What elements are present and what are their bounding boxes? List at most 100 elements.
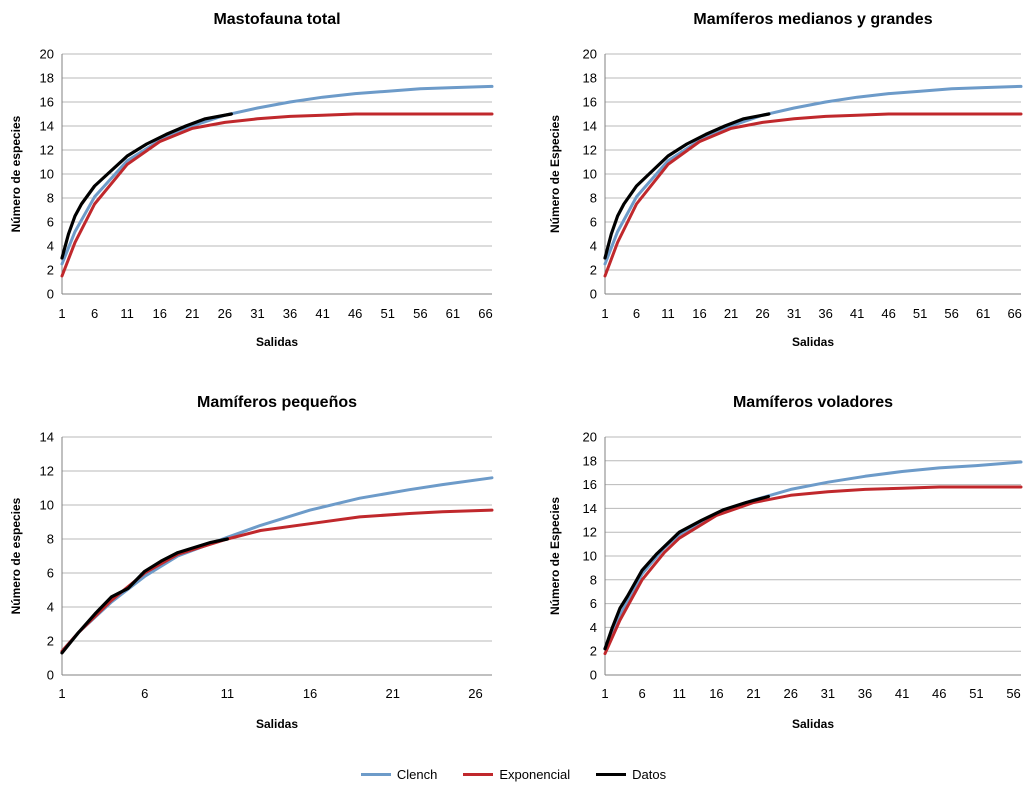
x-tick-label: 1 xyxy=(58,306,65,321)
x-axis-title: Salidas xyxy=(256,717,298,731)
x-tick-label: 11 xyxy=(120,306,134,321)
y-tick-label: 0 xyxy=(590,287,597,302)
x-tick-label: 21 xyxy=(746,686,760,701)
x-axis-title: Salidas xyxy=(792,717,834,731)
legend-swatch-datos xyxy=(596,772,627,776)
series-line-datos xyxy=(603,112,771,260)
series-line-exponencial xyxy=(60,112,494,278)
x-tick-label: 31 xyxy=(787,306,801,321)
series-line-clench xyxy=(603,460,1023,651)
chart-title-mamiferos-pequenos: Mamíferos pequeños xyxy=(197,394,357,411)
x-tick-label: 41 xyxy=(850,306,864,321)
series-line-datos xyxy=(60,537,229,655)
series-line-exponencial xyxy=(603,112,1023,278)
y-tick-label: 2 xyxy=(590,644,597,659)
x-tick-label: 66 xyxy=(478,306,492,321)
chart-title-mamiferos-medianos-y-grandes: Mamíferos medianos y grandes xyxy=(693,11,932,28)
y-tick-label: 2 xyxy=(590,263,597,278)
y-tick-label: 8 xyxy=(590,572,597,587)
x-tick-label: 6 xyxy=(639,686,646,701)
y-tick-label: 8 xyxy=(47,191,54,206)
x-tick-label: 16 xyxy=(709,686,723,701)
x-axis-title: Salidas xyxy=(792,335,834,349)
x-tick-label: 31 xyxy=(250,306,264,321)
chart-panel-mamiferos-pequenos: Mamíferos pequeños 0 2 4 6 8 10 12 14 1 6 11 16 21 26 S… xyxy=(0,383,513,748)
y-tick-label: 12 xyxy=(583,143,597,158)
x-tick-label: 36 xyxy=(283,306,297,321)
chart-title-mastofauna-total: Mastofauna total xyxy=(213,11,340,28)
legend-item-datos: Datos xyxy=(596,767,666,782)
legend-item-clench: Clench xyxy=(360,766,438,782)
y-tick-label: 0 xyxy=(47,668,54,683)
x-tick-label: 11 xyxy=(661,306,675,321)
x-tick-label: 1 xyxy=(601,306,608,321)
x-tick-label: 16 xyxy=(152,306,166,321)
x-tick-label: 16 xyxy=(692,306,706,321)
y-tick-label: 6 xyxy=(47,566,54,581)
x-tick-label: 26 xyxy=(468,686,482,701)
y-axis-title: Número de Especies xyxy=(548,497,562,615)
x-tick-label: 6 xyxy=(91,306,98,321)
y-tick-label: 4 xyxy=(590,620,597,635)
y-tick-label: 10 xyxy=(583,549,597,564)
y-tick-label: 4 xyxy=(590,239,597,254)
y-tick-label: 18 xyxy=(583,71,597,86)
x-tick-label: 61 xyxy=(976,306,990,321)
x-tick-label: 21 xyxy=(185,306,199,321)
x-tick-label: 51 xyxy=(969,686,983,701)
series-line-clench xyxy=(60,84,494,266)
legend-label-exponencial: Exponencial xyxy=(499,766,571,782)
x-tick-label: 26 xyxy=(755,306,769,321)
legend-swatch-exponencial xyxy=(463,772,494,776)
y-tick-label: 14 xyxy=(583,119,597,134)
x-tick-label: 56 xyxy=(413,306,427,321)
x-tick-label: 51 xyxy=(381,306,395,321)
y-tick-label: 16 xyxy=(583,95,597,110)
y-axis-title: Número de especies xyxy=(9,497,23,614)
chart-panel-mastofauna-total: Mastofauna total 0 2 4 6 8 10 12 14 16 18 20 1 6 11 16 2… xyxy=(0,0,513,370)
x-tick-label: 11 xyxy=(673,686,687,701)
series-line-exponencial xyxy=(60,508,494,653)
x-tick-label: 11 xyxy=(221,686,235,701)
y-tick-label: 6 xyxy=(590,596,597,611)
y-tick-label: 2 xyxy=(47,634,54,649)
series-line-exponencial xyxy=(603,485,1023,656)
y-tick-label: 0 xyxy=(47,287,54,302)
y-tick-label: 14 xyxy=(583,501,597,516)
y-tick-label: 4 xyxy=(47,600,54,615)
y-tick-label: 4 xyxy=(47,239,54,254)
y-tick-label: 12 xyxy=(583,525,597,540)
x-tick-label: 41 xyxy=(315,306,329,321)
x-tick-label: 26 xyxy=(218,306,232,321)
x-tick-label: 31 xyxy=(821,686,835,701)
y-tick-label: 0 xyxy=(590,668,597,683)
legend-label-datos: Datos xyxy=(632,766,667,782)
chart-panel-mamiferos-medianos-grandes: Mamíferos medianos y grandes 0 2 4 6 8 10 12 14 1… xyxy=(513,0,1027,370)
x-tick-label: 6 xyxy=(633,306,640,321)
series-line-datos xyxy=(60,112,233,260)
legend-label-clench: Clench xyxy=(396,766,438,782)
x-tick-label: 26 xyxy=(783,686,797,701)
y-tick-label: 14 xyxy=(40,119,54,134)
x-tick-label: 1 xyxy=(58,686,65,701)
y-tick-label: 20 xyxy=(583,47,597,62)
x-tick-label: 46 xyxy=(881,306,895,321)
series-line-clench xyxy=(60,476,494,653)
y-tick-label: 12 xyxy=(40,143,54,158)
y-axis-title: Número de especies xyxy=(9,115,23,232)
x-tick-label: 66 xyxy=(1007,306,1021,321)
y-tick-label: 8 xyxy=(47,532,54,547)
y-tick-label: 10 xyxy=(40,167,54,182)
x-tick-label: 56 xyxy=(944,306,958,321)
legend-item-exponencial: Exponencial xyxy=(463,767,570,782)
y-tick-label: 6 xyxy=(590,215,597,230)
y-tick-label: 10 xyxy=(40,498,54,513)
chart-title-mamiferos-voladores: Mamíferos voladores xyxy=(733,394,893,411)
y-tick-label: 10 xyxy=(583,167,597,182)
x-tick-label: 21 xyxy=(386,686,400,701)
y-tick-label: 20 xyxy=(40,47,54,62)
x-axis-title: Salidas xyxy=(256,335,298,349)
